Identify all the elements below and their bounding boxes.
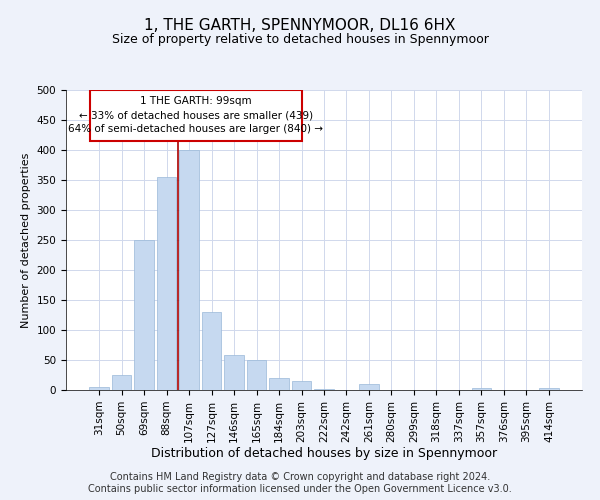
Bar [247, 360, 266, 390]
Bar [157, 177, 176, 390]
Bar [202, 312, 221, 390]
Bar [539, 388, 559, 390]
Bar [359, 384, 379, 390]
Text: 1 THE GARTH: 99sqm
← 33% of detached houses are smaller (439)
64% of semi-detach: 1 THE GARTH: 99sqm ← 33% of detached hou… [68, 96, 323, 134]
Bar [472, 388, 491, 390]
Bar [224, 355, 244, 390]
Bar [292, 381, 311, 390]
Text: Contains public sector information licensed under the Open Government Licence v3: Contains public sector information licen… [88, 484, 512, 494]
Bar [179, 150, 199, 390]
Bar [89, 387, 109, 390]
Bar [134, 240, 154, 390]
Y-axis label: Number of detached properties: Number of detached properties [21, 152, 31, 328]
FancyBboxPatch shape [90, 90, 302, 141]
Text: Size of property relative to detached houses in Spennymoor: Size of property relative to detached ho… [112, 32, 488, 46]
X-axis label: Distribution of detached houses by size in Spennymoor: Distribution of detached houses by size … [151, 448, 497, 460]
Bar [112, 375, 131, 390]
Bar [269, 378, 289, 390]
Text: 1, THE GARTH, SPENNYMOOR, DL16 6HX: 1, THE GARTH, SPENNYMOOR, DL16 6HX [144, 18, 456, 32]
Text: Contains HM Land Registry data © Crown copyright and database right 2024.: Contains HM Land Registry data © Crown c… [110, 472, 490, 482]
Bar [314, 389, 334, 390]
